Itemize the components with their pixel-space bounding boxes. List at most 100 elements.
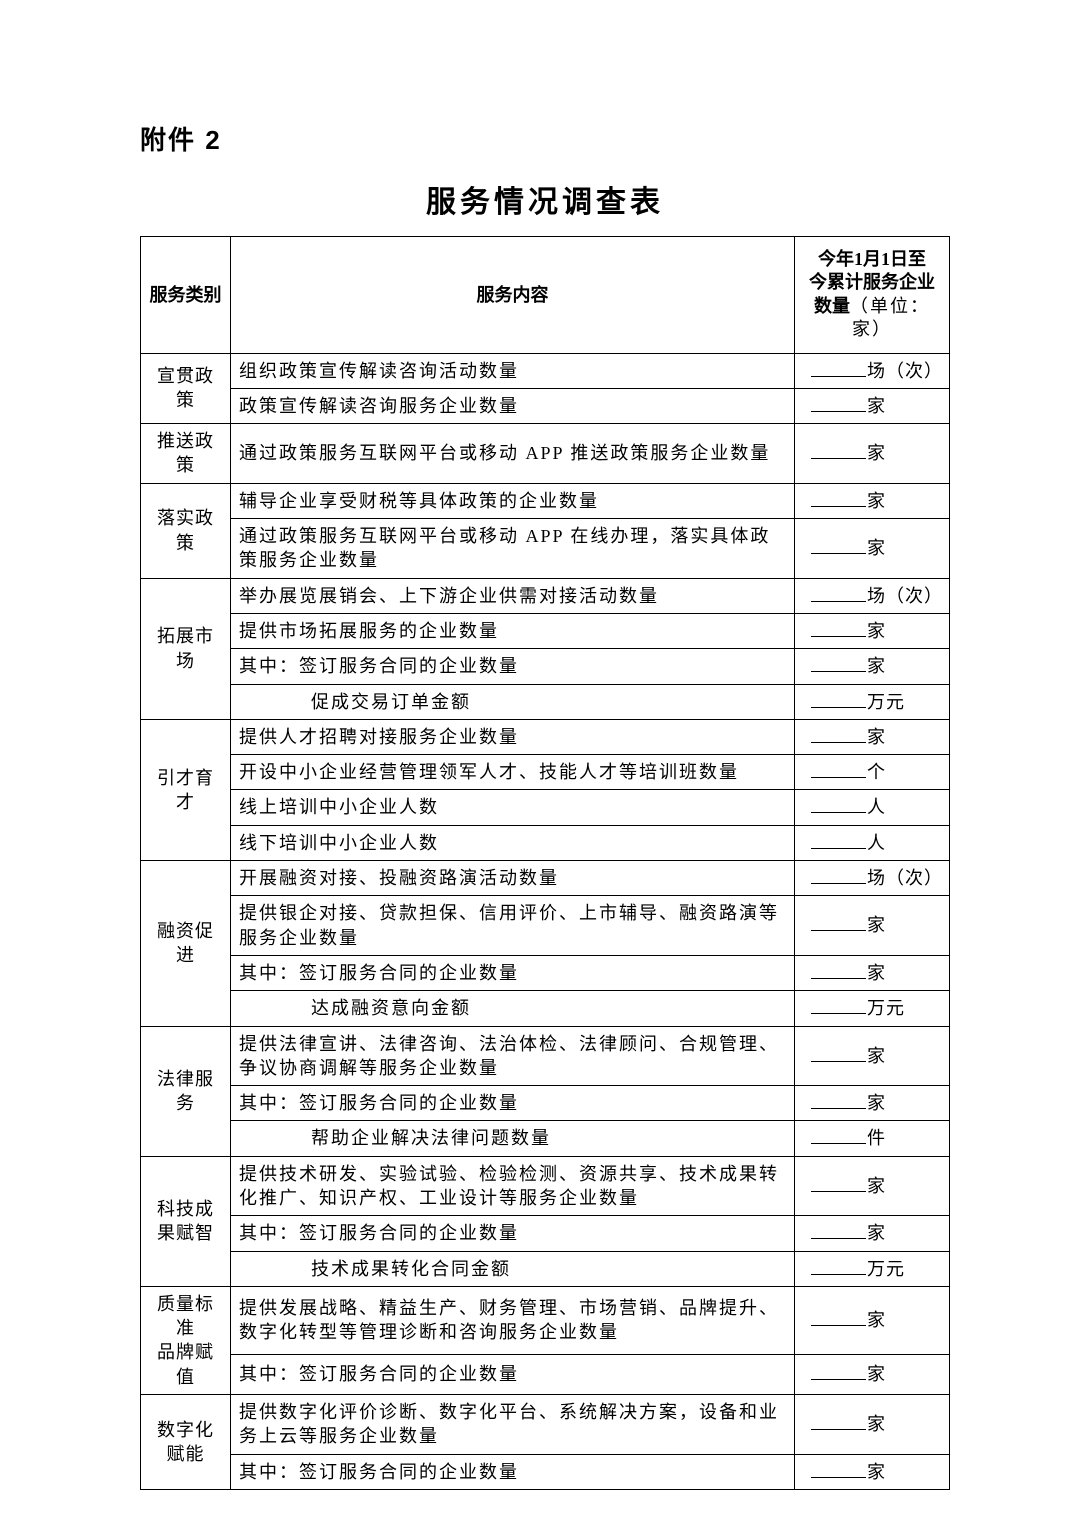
unit-label: 家 xyxy=(867,443,886,463)
quantity-cell: 家 xyxy=(795,955,950,990)
unit-label: 人 xyxy=(867,833,886,853)
unit-label: 家 xyxy=(867,915,886,935)
content-cell: 其中：签订服务合同的企业数量 xyxy=(231,649,795,684)
content-cell: 政策宣传解读咨询服务企业数量 xyxy=(231,388,795,423)
content-cell: 开设中小企业经营管理领军人才、技能人才等培训班数量 xyxy=(231,755,795,790)
blank-input-line[interactable] xyxy=(811,996,866,1014)
content-cell: 辅导企业享受财税等具体政策的企业数量 xyxy=(231,483,795,518)
header-category: 服务类别 xyxy=(141,237,231,354)
content-cell: 提供发展战略、精益生产、财务管理、市场营销、品牌提升、数字化转型等管理诊断和咨询… xyxy=(231,1286,795,1354)
blank-input-line[interactable] xyxy=(811,760,866,778)
unit-label: 家 xyxy=(867,1364,886,1384)
quantity-cell: 家 xyxy=(795,1026,950,1086)
blank-input-line[interactable] xyxy=(811,1044,866,1062)
quantity-cell: 家 xyxy=(795,519,950,579)
quantity-cell: 家 xyxy=(795,1286,950,1354)
table-row: 其中：签订服务合同的企业数量家 xyxy=(141,1216,950,1251)
table-row: 其中：签订服务合同的企业数量家 xyxy=(141,955,950,990)
table-row: 帮助企业解决法律问题数量件 xyxy=(141,1121,950,1156)
content-cell: 提供银企对接、贷款担保、信用评价、上市辅导、融资路演等服务企业数量 xyxy=(231,896,795,956)
table-row: 引才育才提供人才招聘对接服务企业数量家 xyxy=(141,719,950,754)
blank-input-line[interactable] xyxy=(811,866,866,884)
blank-input-line[interactable] xyxy=(811,795,866,813)
table-row: 线上培训中小企业人数人 xyxy=(141,790,950,825)
unit-label: 家 xyxy=(867,727,886,747)
content-cell: 举办展览展销会、上下游企业供需对接活动数量 xyxy=(231,578,795,613)
content-cell: 提供法律宣讲、法律咨询、法治体检、法律顾问、合规管理、争议协商调解等服务企业数量 xyxy=(231,1026,795,1086)
blank-input-line[interactable] xyxy=(811,961,866,979)
quantity-cell: 家 xyxy=(795,1395,950,1455)
unit-label: 场（次） xyxy=(867,868,943,888)
table-row: 其中：签订服务合同的企业数量 家 xyxy=(141,1354,950,1394)
blank-input-line[interactable] xyxy=(811,536,866,554)
quantity-cell: 家 xyxy=(795,1156,950,1216)
quantity-cell: 家 xyxy=(795,1454,950,1489)
table-row: 其中：签订服务合同的企业数量家 xyxy=(141,1086,950,1121)
quantity-cell: 家 xyxy=(795,483,950,518)
table-row: 提供市场拓展服务的企业数量 家 xyxy=(141,613,950,648)
blank-input-line[interactable] xyxy=(811,489,866,507)
table-row: 科技成果赋智提供技术研发、实验试验、检验检测、资源共享、技术成果转化推广、知识产… xyxy=(141,1156,950,1216)
quantity-cell: 家 xyxy=(795,1216,950,1251)
category-cell: 数字化赋能 xyxy=(141,1395,231,1490)
unit-label: 家 xyxy=(867,1414,886,1434)
unit-label: 家 xyxy=(867,621,886,641)
content-cell: 达成融资意向金额 xyxy=(231,991,795,1026)
unit-label: 家 xyxy=(867,1223,886,1243)
quantity-cell: 个 xyxy=(795,755,950,790)
blank-input-line[interactable] xyxy=(811,1091,866,1109)
blank-input-line[interactable] xyxy=(811,1257,866,1275)
unit-label: 场（次） xyxy=(867,361,943,381)
blank-input-line[interactable] xyxy=(811,913,866,931)
quantity-cell: 家 xyxy=(795,649,950,684)
content-cell: 技术成果转化合同金额 xyxy=(231,1251,795,1286)
quantity-cell: 万元 xyxy=(795,1251,950,1286)
blank-input-line[interactable] xyxy=(811,1308,866,1326)
unit-label: 万元 xyxy=(867,1259,905,1279)
blank-input-line[interactable] xyxy=(811,690,866,708)
category-cell: 宣贯政策 xyxy=(141,353,231,424)
unit-label: 万元 xyxy=(867,692,905,712)
header-quantity: 今年1月1日至 今累计服务企业 数量（单位：家） xyxy=(795,237,950,354)
content-cell: 提供数字化评价诊断、数字化平台、系统解决方案，设备和业务上云等服务企业数量 xyxy=(231,1395,795,1455)
quantity-cell: 场（次） xyxy=(795,861,950,896)
table-row: 融资促进开展融资对接、投融资路演活动数量场（次） xyxy=(141,861,950,896)
unit-label: 家 xyxy=(867,1046,886,1066)
category-cell: 推送政策 xyxy=(141,424,231,484)
quantity-cell: 场（次） xyxy=(795,578,950,613)
content-cell: 提供市场拓展服务的企业数量 xyxy=(231,613,795,648)
quantity-cell: 件 xyxy=(795,1121,950,1156)
category-cell: 质量标准品牌赋值 xyxy=(141,1286,231,1394)
content-cell: 帮助企业解决法律问题数量 xyxy=(231,1121,795,1156)
blank-input-line[interactable] xyxy=(811,1126,866,1144)
blank-input-line[interactable] xyxy=(811,1362,866,1380)
table-row: 技术成果转化合同金额 万元 xyxy=(141,1251,950,1286)
content-cell: 通过政策服务互联网平台或移动 APP 在线办理，落实具体政策服务企业数量 xyxy=(231,519,795,579)
content-cell: 促成交易订单金额 xyxy=(231,684,795,719)
unit-label: 家 xyxy=(867,1462,886,1482)
blank-input-line[interactable] xyxy=(811,394,866,412)
quantity-cell: 万元 xyxy=(795,684,950,719)
blank-input-line[interactable] xyxy=(811,1412,866,1430)
unit-label: 家 xyxy=(867,963,886,983)
blank-input-line[interactable] xyxy=(811,831,866,849)
content-cell: 通过政策服务互联网平台或移动 APP 推送政策服务企业数量 xyxy=(231,424,795,484)
blank-input-line[interactable] xyxy=(811,725,866,743)
content-cell: 线上培训中小企业人数 xyxy=(231,790,795,825)
blank-input-line[interactable] xyxy=(811,359,866,377)
quantity-cell: 人 xyxy=(795,790,950,825)
blank-input-line[interactable] xyxy=(811,1221,866,1239)
blank-input-line[interactable] xyxy=(811,1174,866,1192)
unit-label: 家 xyxy=(867,491,886,511)
content-cell: 组织政策宣传解读咨询活动数量 xyxy=(231,353,795,388)
blank-input-line[interactable] xyxy=(811,441,866,459)
table-row: 数字化赋能提供数字化评价诊断、数字化平台、系统解决方案，设备和业务上云等服务企业… xyxy=(141,1395,950,1455)
quantity-cell: 家 xyxy=(795,1086,950,1121)
quantity-cell: 家 xyxy=(795,424,950,484)
blank-input-line[interactable] xyxy=(811,584,866,602)
blank-input-line[interactable] xyxy=(811,619,866,637)
blank-input-line[interactable] xyxy=(811,654,866,672)
content-cell: 其中：签订服务合同的企业数量 xyxy=(231,1454,795,1489)
blank-input-line[interactable] xyxy=(811,1460,866,1478)
content-cell: 其中：签订服务合同的企业数量 xyxy=(231,1354,795,1394)
